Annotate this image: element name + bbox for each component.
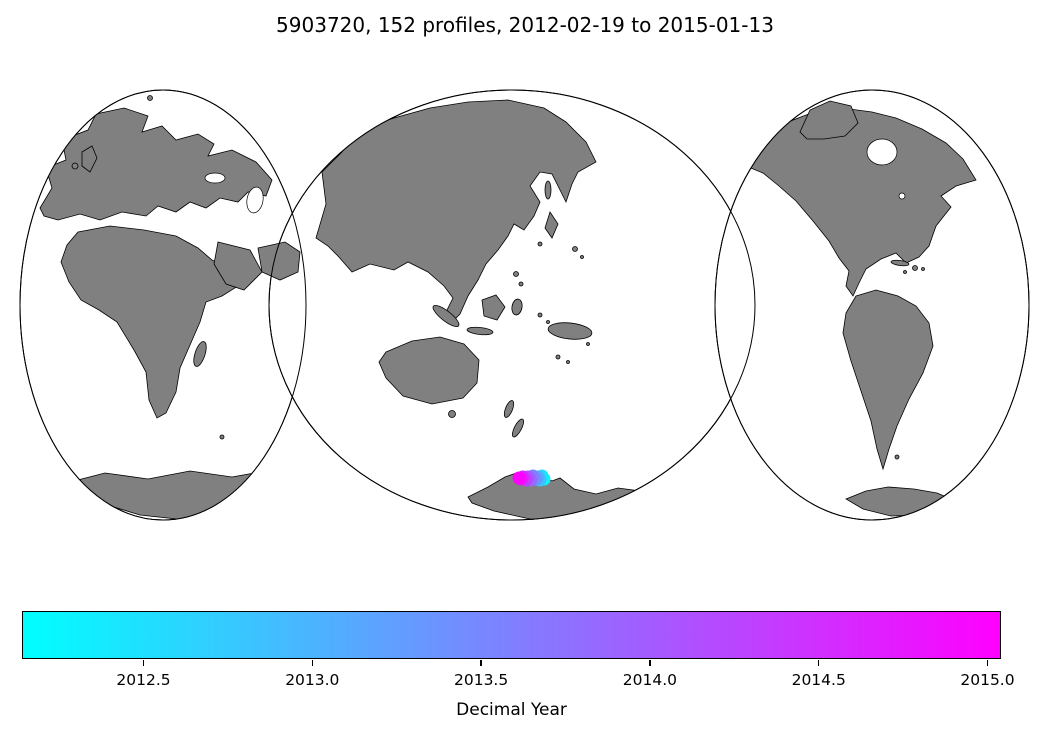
- figure-title: 5903720, 152 profiles, 2012-02-19 to 201…: [276, 13, 774, 37]
- land-borneo: [481, 294, 506, 321]
- tick-mark: [480, 660, 482, 666]
- map-lobe-outline: [268, 89, 756, 521]
- land-philippines: [513, 271, 519, 277]
- land-south-america: [842, 289, 934, 471]
- profile-point: [512, 471, 526, 485]
- land-iceland: [62, 117, 78, 127]
- tick-label: 2015.0: [960, 671, 1015, 689]
- land-asia-pacific: [315, 99, 675, 520]
- world-map: [19, 89, 1030, 521]
- land-australia: [378, 336, 480, 405]
- map-lobe-outline: [19, 89, 307, 521]
- land-antarctica-west: [69, 470, 297, 520]
- tick-label: 2012.5: [116, 671, 171, 689]
- caspian-sea: [246, 186, 264, 214]
- tick-mark: [986, 660, 989, 666]
- tick-label: 2014.5: [791, 671, 846, 689]
- land-philippines-south: [518, 281, 524, 287]
- tick-mark: [142, 660, 145, 666]
- land-greenland: [799, 100, 859, 140]
- land-sakhalin: [544, 180, 552, 200]
- land-kerguelen: [219, 434, 225, 440]
- tick-mark: [649, 660, 651, 666]
- land-new-zealand-south: [511, 418, 525, 438]
- caribbean-islands: [890, 259, 925, 274]
- black-sea: [204, 172, 226, 184]
- land-asia: [315, 99, 597, 325]
- land-japan: [544, 211, 559, 239]
- land-britain: [81, 145, 98, 173]
- land-persia: [257, 241, 301, 281]
- tick-mark: [817, 660, 820, 666]
- map-lobe-outline: [714, 89, 1030, 521]
- tick-label: 2014.0: [622, 671, 678, 689]
- land-europe: [39, 107, 273, 221]
- tick-mark: [311, 660, 314, 666]
- land-java: [466, 326, 494, 336]
- land-madagascar: [193, 341, 207, 367]
- land-falklands: [894, 454, 900, 460]
- land-africa: [60, 225, 239, 419]
- pacific-islands: [537, 246, 590, 364]
- great-lakes: [898, 192, 906, 200]
- land-new-zealand-north: [503, 400, 515, 418]
- land-new-guinea: [547, 322, 593, 340]
- tick-label: 2013.0: [285, 671, 340, 689]
- land-tasmania: [448, 410, 456, 418]
- colorbar-label: Decimal Year: [456, 700, 567, 720]
- profile-points: [512, 469, 551, 487]
- land-europe-africa: [39, 95, 301, 520]
- land-sulawesi: [511, 298, 523, 316]
- colorbar: [22, 611, 1001, 659]
- land-arabia: [213, 241, 263, 291]
- tick-label: 2013.5: [453, 671, 509, 689]
- land-sumatra: [432, 304, 460, 328]
- land-japan-south: [537, 241, 543, 247]
- land-svalbard: [147, 95, 153, 101]
- hudson-bay: [866, 138, 898, 166]
- land-ireland: [71, 162, 79, 170]
